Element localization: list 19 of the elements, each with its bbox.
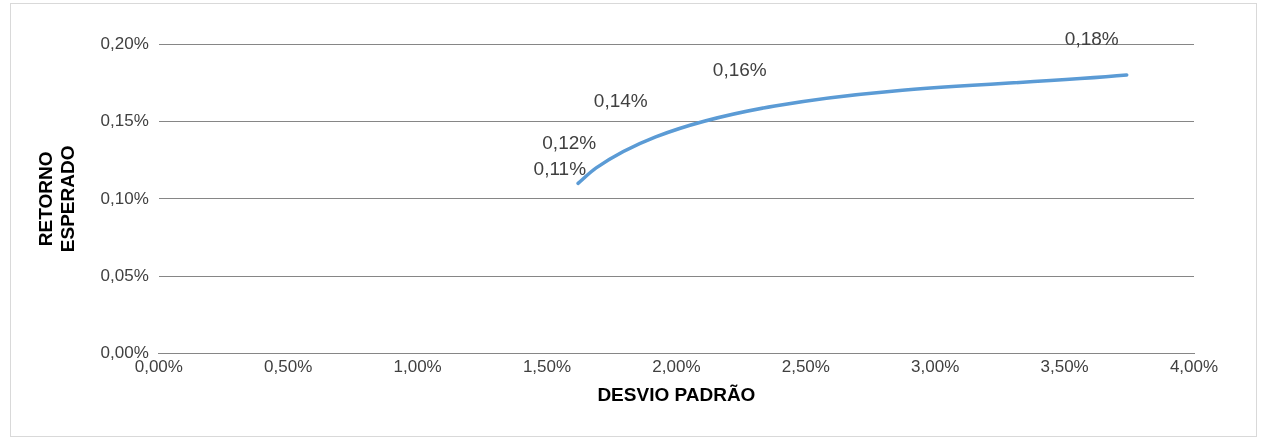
y-axis-title: RETORNO ESPERADO bbox=[34, 145, 79, 253]
x-tick-label: 2,50% bbox=[781, 356, 830, 376]
y-tick-label: 0,20% bbox=[100, 33, 149, 53]
x-tick-label: 1,50% bbox=[522, 356, 572, 376]
x-tick-label: 4,00% bbox=[1169, 356, 1219, 376]
data-label: 0,18% bbox=[1064, 27, 1119, 49]
y-tick-label: 0,15% bbox=[100, 111, 149, 131]
y-tick-label: 0,05% bbox=[100, 266, 149, 286]
x-axis-title: DESVIO PADRÃO bbox=[597, 383, 756, 405]
data-label: 0,14% bbox=[593, 89, 648, 111]
x-tick-label: 2,00% bbox=[652, 356, 701, 376]
x-tick-label: 3,00% bbox=[911, 356, 960, 376]
data-label: 0,12% bbox=[542, 131, 597, 153]
x-tick-label: 0,50% bbox=[264, 356, 313, 376]
data-label: 0,16% bbox=[712, 58, 767, 80]
x-tick-label: 3,50% bbox=[1040, 356, 1089, 376]
x-tick-label: 1,00% bbox=[393, 356, 442, 376]
y-tick-label: 0,10% bbox=[100, 188, 149, 208]
data-label: 0,11% bbox=[533, 158, 587, 180]
